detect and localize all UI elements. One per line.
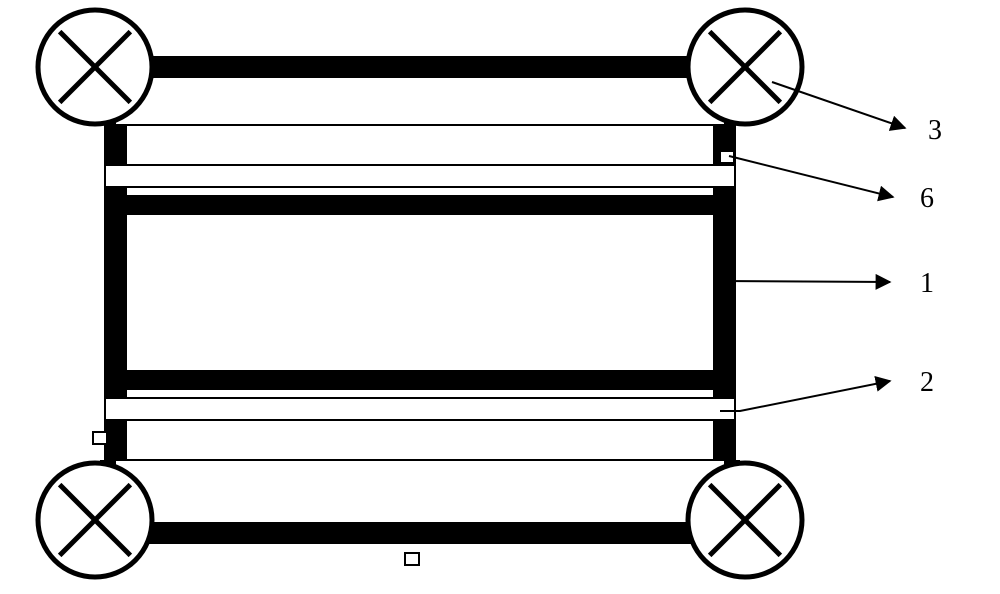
bot-bar: [100, 522, 740, 544]
tab-2: [405, 553, 419, 565]
tab-1: [93, 432, 107, 444]
leader-2: [720, 381, 890, 411]
thick-bar-1: [105, 370, 735, 390]
callout-label-3: 3: [928, 115, 942, 147]
thick-bar-0: [105, 195, 735, 215]
top-bar: [100, 56, 740, 78]
leader-1: [720, 281, 890, 282]
leader-6: [729, 156, 893, 197]
cross-bar-1: [105, 398, 735, 420]
callout-label-6: 6: [920, 183, 934, 215]
leader-3: [772, 82, 905, 128]
callout-label-1: 1: [920, 268, 934, 300]
diagram-canvas: [0, 0, 1000, 594]
callout-label-2: 2: [920, 367, 934, 399]
cross-bar-0: [105, 165, 735, 187]
